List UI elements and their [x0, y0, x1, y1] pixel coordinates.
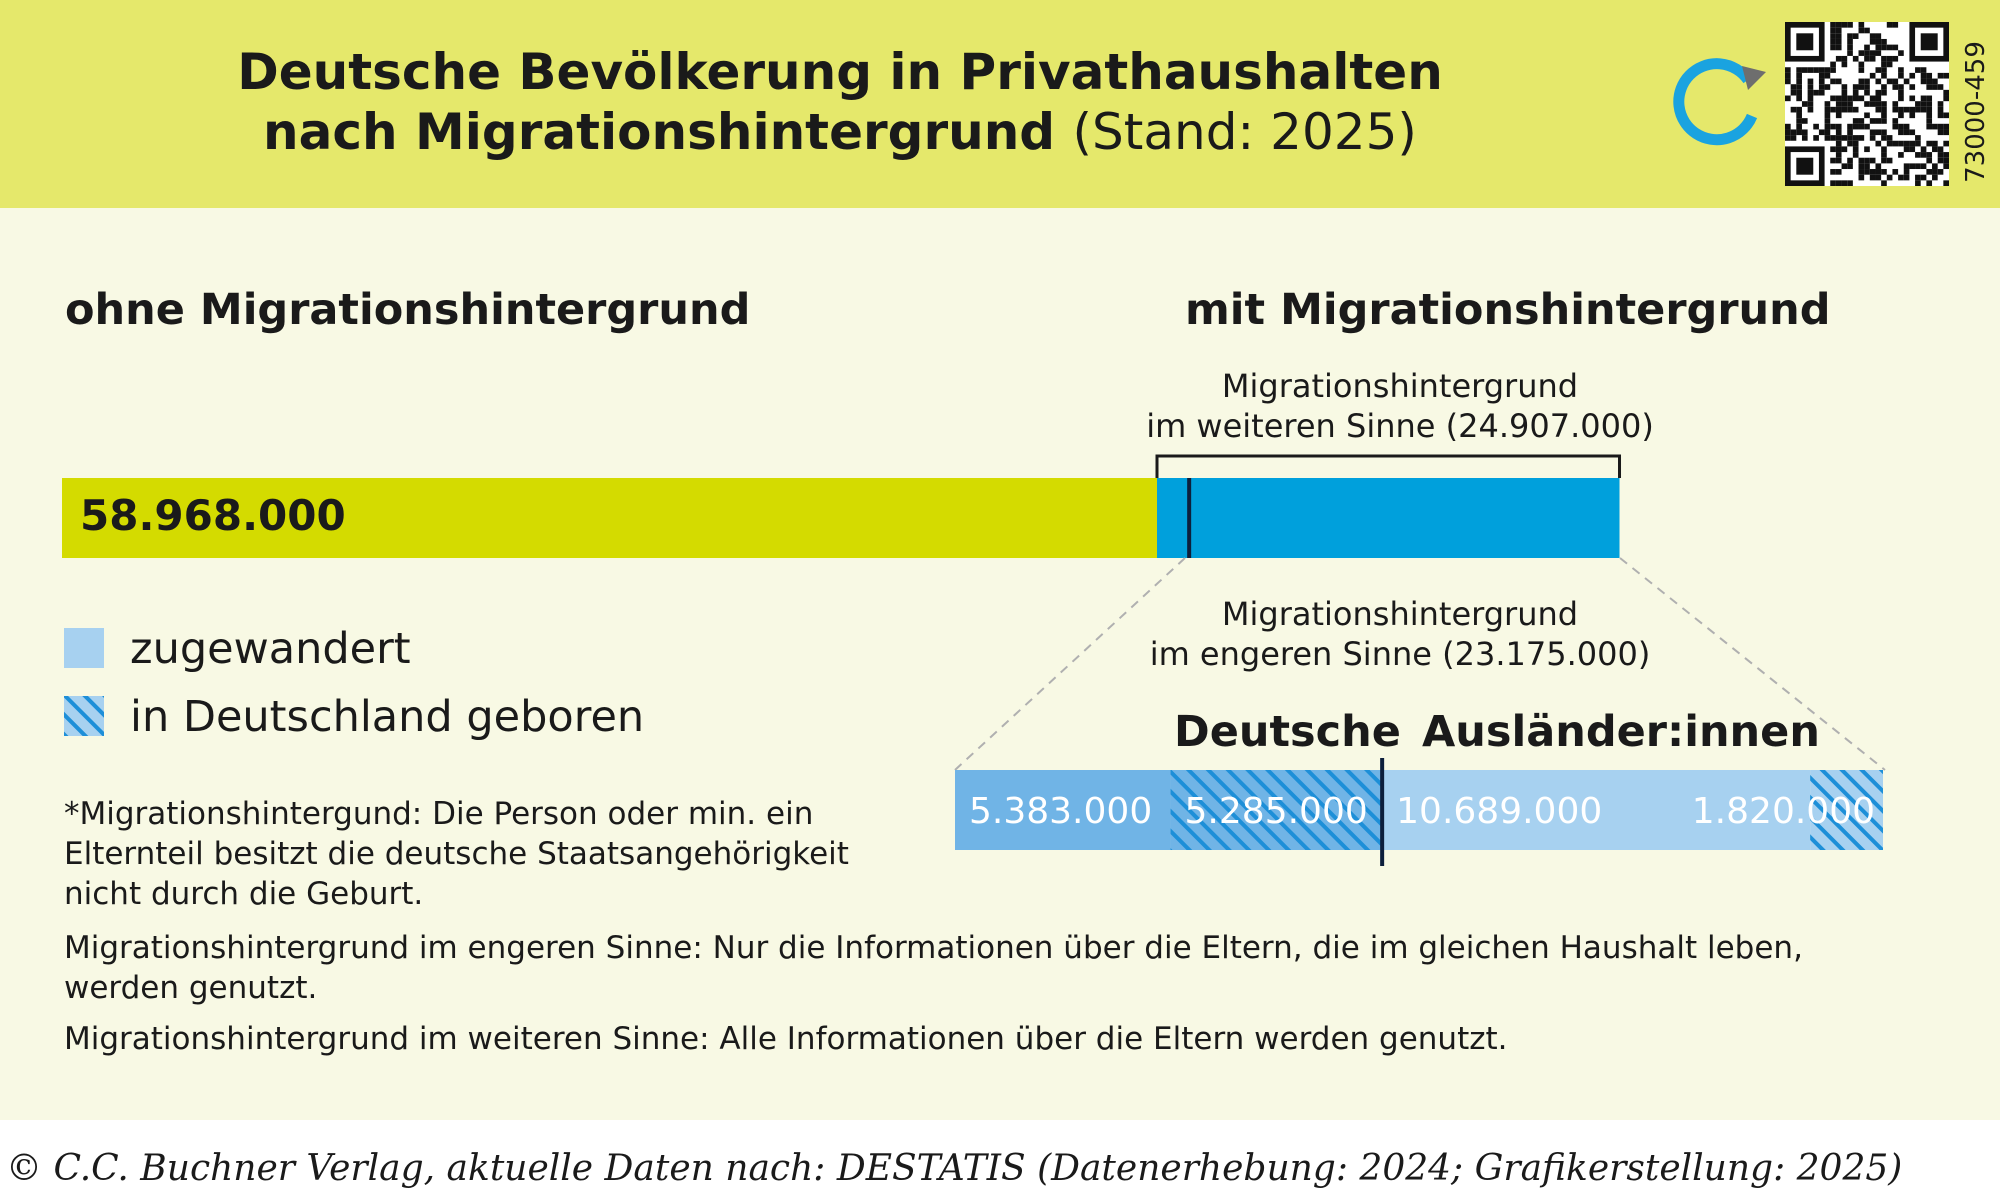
detail-bar: 5.383.000 5.285.000 10.689.000 1.820.000 — [955, 770, 1883, 850]
value-label-ohne: 58.968.000 — [80, 491, 346, 540]
zoom-line-left — [954, 557, 1186, 771]
detail-value-label-2: 5.285.000 — [1185, 791, 1368, 832]
footer — [0, 1120, 2000, 1200]
chart-panel — [0, 208, 2000, 1120]
title-line-2: nach Migrationshintergrund (Stand: 2025) — [0, 102, 1680, 162]
detail-value-label-1: 5.383.000 — [969, 791, 1152, 832]
group-label-auslaender: Ausländer:innen — [1422, 707, 1820, 757]
detail-value-label-3: 10.689.000 — [1396, 791, 1602, 832]
group-label-deutsche: Deutsche — [1174, 707, 1401, 757]
legend-label-zugewandert: zugewandert — [130, 624, 411, 674]
bracket-weiteren-sinne — [1155, 454, 1622, 478]
category-label-ohne: ohne Migrationshintergrund — [65, 285, 751, 335]
category-label-mit: mit Migrationshintergrund — [1185, 285, 1831, 335]
footnote-2: Migrationshintergrund im engeren Sinne: … — [64, 930, 1803, 1006]
title-date: (Stand: 2025) — [1072, 103, 1417, 161]
qr-code-icon[interactable] — [1785, 22, 1949, 186]
detail-segment-4 — [1810, 770, 1883, 850]
header: Deutsche Bevölkerung in Privathaushalten… — [0, 0, 2000, 208]
chart-svg: 58.968.000 5.383.000 5.285.000 10.689.000 1… — [62, 454, 1886, 866]
footnote-1: *Migrationshintergund: Die Person oder m… — [64, 796, 849, 912]
zoom-line-right — [1619, 557, 1886, 771]
legend-label-geboren: in Deutschland geboren — [130, 692, 645, 742]
legend-swatch-geboren — [64, 696, 104, 736]
chart-title: Deutsche Bevölkerung in Privathaushalten… — [0, 42, 1680, 162]
detail-segment-2 — [1170, 770, 1383, 850]
title-line-1: Deutsche Bevölkerung in Privathaushalten — [237, 43, 1443, 101]
detail-segment-3 — [1382, 770, 1811, 850]
source-credit: © C.C. Buchner Verlag, aktuelle Daten na… — [6, 1148, 1903, 1189]
bracket-label: Migrationshintergrund im weiteren Sinne … — [1146, 367, 1654, 445]
title-bold: nach Migrationshintergrund — [263, 103, 1056, 161]
detail-segment-1 — [955, 770, 1171, 850]
detail-value-label-4: 1.820.000 — [1692, 791, 1875, 832]
bar-ohne-migrationshintergrund — [62, 478, 1157, 558]
refresh-icon[interactable] — [1670, 52, 1770, 152]
footnote-3: Migrationshintergrund im weiteren Sinne:… — [64, 1021, 1508, 1057]
legend-swatch-zugewandert — [64, 628, 104, 668]
bar-mit-migrationshintergrund — [1157, 478, 1620, 558]
detail-label: Migrationshintergrund im engeren Sinne (… — [1149, 595, 1651, 673]
